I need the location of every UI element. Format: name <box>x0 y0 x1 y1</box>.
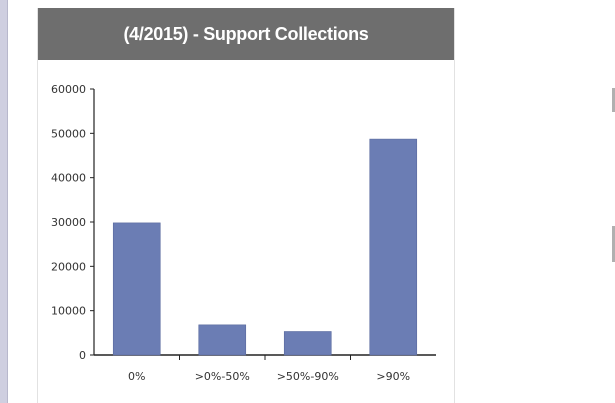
window-left-edge <box>0 0 8 403</box>
bar-chart: 0 10000 20000 30000 40000 50000 60000 0% >0%-50… <box>51 83 436 383</box>
y-tick-label: 30000 <box>51 216 86 229</box>
y-tick-label: 0 <box>79 349 86 362</box>
x-tick-label: >0%-50% <box>195 370 250 383</box>
bar <box>112 222 161 356</box>
y-tick-label: 50000 <box>51 127 86 140</box>
y-tick-label: 20000 <box>51 260 86 273</box>
y-tick-label: 40000 <box>51 172 86 185</box>
x-tick-label: >50%-90% <box>277 370 339 383</box>
chart-title: (4/2015) - Support Collections <box>38 8 454 60</box>
y-axis: 0 10000 20000 30000 40000 50000 60000 <box>51 83 95 362</box>
bar <box>369 138 418 356</box>
bar <box>283 331 332 356</box>
bars <box>112 138 418 356</box>
right-edge-mark-lower <box>612 226 615 262</box>
x-tick-label: 0% <box>128 370 145 383</box>
chart-panel: (4/2015) - Support Collections 0 10000 200… <box>37 8 455 403</box>
x-tick-label: >90% <box>376 370 410 383</box>
y-tick-label: 60000 <box>51 83 86 96</box>
bar <box>198 324 247 356</box>
x-axis: 0% >0%-50% >50%-90% >90% <box>94 354 436 383</box>
y-tick-label: 10000 <box>51 305 86 318</box>
right-edge-mark-upper <box>612 88 615 112</box>
